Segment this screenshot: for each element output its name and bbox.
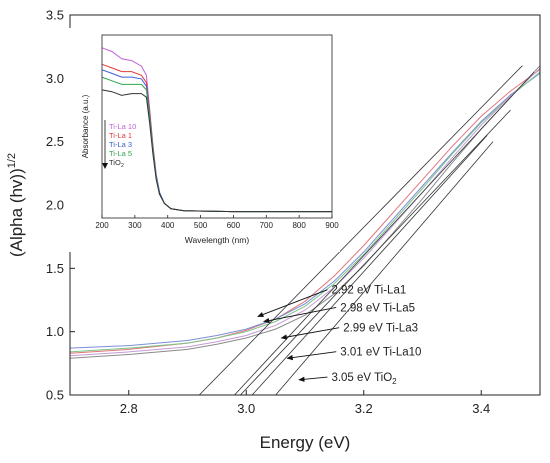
inset-x-tick-label: 700 [260,221,274,230]
x-tick-label: 2.8 [120,401,138,416]
main-series-line-2 [70,72,540,349]
y-axis-label-superscript: 1/2 [6,153,18,168]
main-chart: 2.92 eV Ti-La1 2.98 eV Ti-La5 2.99 eV Ti-L… [6,8,541,452]
inset-x-tick-label: 800 [292,221,306,230]
y-axis-label: (Alpha (hv))1/2 [6,153,26,257]
y-tick-label: 2.0 [46,198,64,213]
inset-x-tick-label: 400 [161,221,175,230]
inset-legend-entry-5: TiO2 [109,158,124,169]
annotation-label-2: 2.98 eV Ti-La5 [340,302,415,314]
inset-series-group [101,47,332,213]
tangent-line-3 [240,109,511,395]
tangent-line-1 [198,65,523,395]
tangent-lines-group [198,65,535,395]
inset-x-ticks: 200 300 400 500 600 700 800 900 [95,215,339,230]
annotation-label-1: 2.92 eV Ti-La1 [331,285,406,297]
annotation-label-3: 2.99 eV Ti-La3 [343,323,418,335]
x-axis-label: Energy (eV) [260,433,351,452]
inset-x-tick-label: 200 [95,221,109,230]
inset-background [68,28,340,252]
y-tick-label: 2.5 [46,134,64,149]
inset-legend-entry-2: Ti-La 1 [109,131,132,140]
main-series-group [70,65,540,359]
tangent-line-2 [234,71,535,395]
inset-x-tick-label: 600 [227,221,241,230]
main-series-line-3 [70,71,540,353]
y-tick-label: 1.5 [46,261,64,276]
annotation-arrow-5 [298,376,328,382]
y-tick-label: 1.0 [46,324,64,339]
annotations-group: 2.92 eV Ti-La1 2.98 eV Ti-La5 2.99 eV Ti-L… [257,285,421,386]
inset-x-tick-label: 500 [194,221,208,230]
x-tick-label: 3.2 [355,401,373,416]
main-series-line-5 [70,65,540,359]
inset-y-axis-label: Absorbance (a.u.) [81,94,90,158]
main-y-ticks: 0.5 1.0 1.5 2.0 2.5 3.0 3.5 [46,8,75,403]
inset-x-tick-label: 300 [128,221,142,230]
annotation-label-5: 3.05 eV TiO2 [331,372,397,386]
annotation-label-4: 3.01 eV Ti-La10 [340,347,421,359]
inset-x-tick-label: 900 [325,221,339,230]
y-tick-label: 3.5 [46,8,64,23]
inset-legend-entry-3: Ti-La 3 [109,140,132,149]
annotation-arrow-2 [262,306,337,324]
x-tick-label: 3.4 [472,401,490,416]
inset-legend-entry-1: Ti-La 10 [109,122,136,131]
inset-legend-entry-4: Ti-La 5 [109,149,132,158]
tangent-line-4 [251,135,488,395]
y-tick-label: 0.5 [46,388,64,403]
annotation-arrow-1 [257,289,328,318]
inset-plot-frame [101,34,333,219]
annotation-arrow-3 [280,327,340,340]
y-tick-label: 3.0 [46,71,64,86]
inset-series-line-5 [101,89,332,213]
y-axis-label-main: (Alpha (hv)) [7,168,26,257]
x-tick-label: 3.0 [237,401,255,416]
main-x-ticks: 2.8 3.0 3.2 3.4 [120,390,490,416]
inset-legend-arrow-head [102,163,108,169]
annotation-arrow-4 [286,351,337,361]
inset-x-axis-label: Wavelength (nm) [185,235,250,245]
tangent-line-5 [275,141,494,395]
